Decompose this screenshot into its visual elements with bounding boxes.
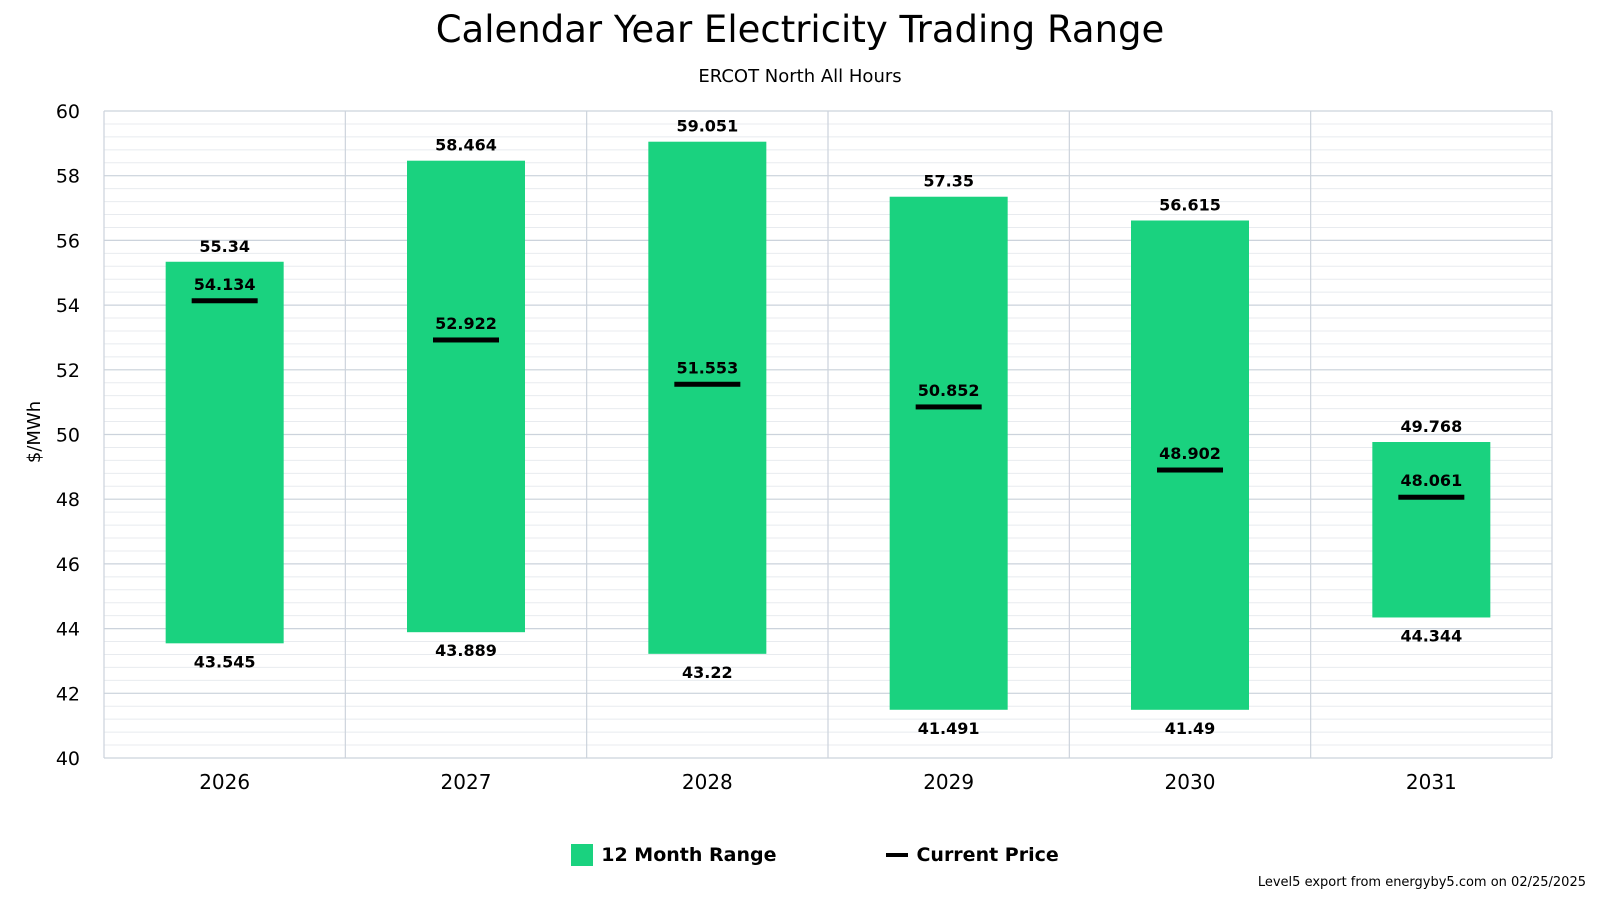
x-tick-label: 2030 (1165, 770, 1216, 794)
current-price-marker (191, 298, 258, 304)
y-tick-label: 58 (56, 166, 80, 188)
y-tick-label: 56 (56, 230, 80, 252)
legend-price-marker (886, 853, 909, 857)
y-tick-label: 46 (56, 554, 80, 576)
current-price-label: 52.922 (435, 314, 497, 333)
low-value-label: 41.491 (918, 719, 980, 738)
y-axis-label: $/MWh (24, 401, 45, 463)
high-value-label: 55.34 (199, 237, 250, 256)
x-tick-label: 2028 (682, 770, 733, 794)
x-tick-label: 2029 (923, 770, 974, 794)
current-price-marker (433, 337, 499, 343)
range-bar (407, 160, 525, 633)
current-price-label: 54.134 (194, 275, 256, 294)
x-tick-label: 2026 (199, 770, 250, 794)
range-bar (1131, 220, 1249, 710)
x-tick-label: 2031 (1406, 770, 1457, 794)
footer-credit: Level5 export from energyby5.com on 02/2… (1257, 875, 1586, 890)
range-bar (165, 261, 284, 644)
low-value-label: 43.889 (435, 641, 497, 660)
current-price-label: 48.061 (1400, 471, 1462, 490)
y-tick-label: 40 (56, 748, 80, 770)
low-value-label: 43.545 (194, 652, 256, 671)
y-tick-label: 44 (56, 619, 80, 641)
range-bar (648, 141, 767, 654)
current-price-marker (674, 381, 741, 387)
chart-title: Calendar Year Electricity Trading Range (435, 8, 1165, 51)
range-bar (1372, 442, 1491, 618)
current-price-label: 51.553 (676, 358, 738, 377)
y-tick-label: 60 (56, 101, 80, 123)
y-tick-label: 54 (56, 295, 80, 317)
legend: 12 Month Range Current Price (0, 844, 1600, 866)
current-price-marker (1157, 467, 1223, 473)
range-bar (889, 196, 1008, 710)
current-price-marker (1398, 494, 1465, 500)
current-price-label: 50.852 (918, 381, 980, 400)
low-value-label: 43.22 (682, 663, 733, 682)
current-price-label: 48.902 (1159, 444, 1221, 463)
y-tick-label: 50 (56, 425, 80, 447)
high-value-label: 49.768 (1400, 417, 1462, 436)
y-tick-label: 42 (56, 683, 80, 705)
legend-price-label: Current Price (916, 844, 1059, 866)
legend-range-label: 12 Month Range (601, 844, 777, 866)
current-price-marker (915, 404, 982, 410)
legend-item-range[interactable]: 12 Month Range (541, 844, 776, 866)
legend-item-current-price[interactable]: Current Price (856, 844, 1059, 866)
high-value-label: 59.051 (676, 117, 738, 136)
chart-subtitle: ERCOT North All Hours (698, 66, 902, 87)
high-value-label: 57.35 (923, 172, 974, 191)
high-value-label: 58.464 (435, 136, 497, 155)
legend-range-swatch (571, 844, 594, 866)
low-value-label: 41.49 (1165, 719, 1216, 738)
y-tick-label: 48 (56, 489, 80, 511)
x-tick-label: 2027 (441, 770, 492, 794)
low-value-label: 44.344 (1400, 626, 1462, 645)
high-value-label: 56.615 (1159, 196, 1221, 215)
y-tick-label: 52 (56, 360, 80, 382)
